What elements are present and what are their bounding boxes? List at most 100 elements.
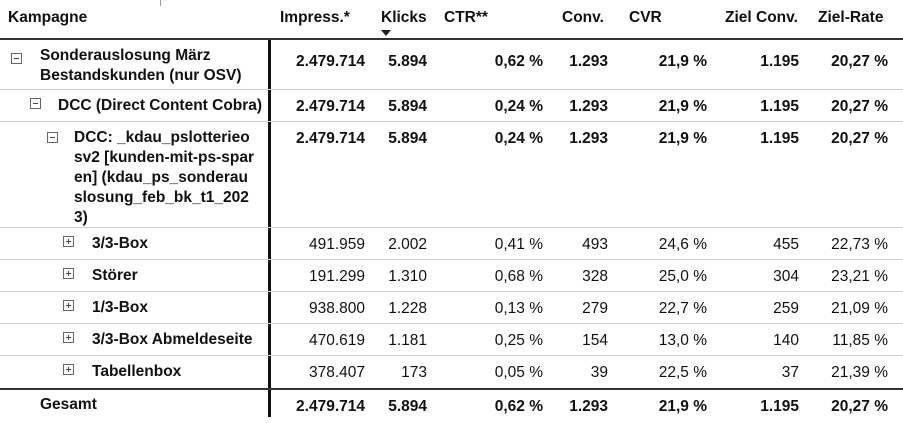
cell-klicks: 5.894 <box>388 53 427 70</box>
cell-impress: 2.479.714 <box>296 53 365 70</box>
cell-cvr: 22,5 % <box>658 364 707 381</box>
cell-ctr: 0,24 % <box>494 98 543 115</box>
row-label: 1/3-Box <box>92 299 148 316</box>
total-label: Gesamt <box>40 396 97 413</box>
cell-impress: 2.479.714 <box>296 130 365 147</box>
row-label: DCC: _kdau_pslotterieosv2 [kunden-mit-ps… <box>74 129 255 226</box>
cell-ctr: 0,25 % <box>494 332 543 349</box>
collapse-icon[interactable] <box>47 132 58 143</box>
expand-icon[interactable] <box>63 364 74 375</box>
cell-klicks: 5.894 <box>388 130 427 147</box>
cell-impress: 938.800 <box>308 300 365 317</box>
cell-ziel-rate: 21,09 % <box>831 300 888 317</box>
cell-cvr: 21,9 % <box>658 130 707 147</box>
cell-klicks: 173 <box>401 364 427 381</box>
cell-ziel-conv: 1.195 <box>760 53 799 70</box>
cell-conv: 154 <box>582 332 608 349</box>
sort-descending-icon <box>381 30 391 36</box>
cell-ziel-conv: 259 <box>773 300 799 317</box>
cell-ctr: 0,24 % <box>494 130 543 147</box>
table-row[interactable]: Störer 191.299 1.310 0,68 % 328 25,0 % 3… <box>0 260 903 292</box>
cell-klicks: 1.228 <box>388 300 427 317</box>
expand-icon[interactable] <box>63 332 74 343</box>
cell-klicks: 1.181 <box>388 332 427 349</box>
col-header-ctr[interactable]: CTR** <box>444 9 488 26</box>
cell-cvr: 24,6 % <box>658 236 707 253</box>
table-row[interactable]: 3/3-Box 491.959 2.002 0,41 % 493 24,6 % … <box>0 228 903 260</box>
cell-conv: 39 <box>590 364 608 381</box>
cell-ziel-rate: 20,27 % <box>831 53 888 70</box>
row-label: Sonderauslosung März Bestandskunden (nur… <box>40 47 242 84</box>
total-ziel-conv: 1.195 <box>760 398 799 415</box>
expand-icon[interactable] <box>63 268 74 279</box>
col-header-conv[interactable]: Conv. <box>562 9 604 26</box>
row-label: 3/3-Box Abmeldeseite <box>92 331 253 348</box>
cell-ctr: 0,68 % <box>494 268 543 285</box>
cell-ziel-conv: 37 <box>781 364 799 381</box>
cell-ziel-rate: 21,39 % <box>831 364 888 381</box>
table-header: Kampagne Impress.* Klicks CTR** Conv. CV… <box>0 0 903 40</box>
collapse-icon[interactable] <box>11 53 22 64</box>
cell-conv: 1.293 <box>569 53 608 70</box>
cell-ctr: 0,13 % <box>494 300 543 317</box>
row-label: 3/3-Box <box>92 235 148 252</box>
col-header-cvr[interactable]: CVR <box>629 9 662 26</box>
cell-impress: 491.959 <box>308 236 365 253</box>
cell-impress: 378.407 <box>308 364 365 381</box>
cell-cvr: 25,0 % <box>658 268 707 285</box>
cell-ctr: 0,05 % <box>494 364 543 381</box>
cell-conv: 493 <box>582 236 608 253</box>
collapse-icon[interactable] <box>30 98 41 109</box>
cell-cvr: 13,0 % <box>658 332 707 349</box>
cell-ziel-conv: 1.195 <box>760 130 799 147</box>
total-cvr: 21,9 % <box>658 398 707 415</box>
total-impress: 2.479.714 <box>296 398 365 415</box>
total-row: Gesamt 2.479.714 5.894 0,62 % 1.293 21,9… <box>0 388 903 420</box>
cell-ziel-rate: 11,85 % <box>832 332 888 349</box>
col-header-klicks[interactable]: Klicks <box>381 9 427 26</box>
cell-ziel-rate: 20,27 % <box>831 130 888 147</box>
cell-cvr: 21,9 % <box>658 53 707 70</box>
cell-ziel-conv: 455 <box>773 236 799 253</box>
cell-ziel-rate: 22,73 % <box>831 236 888 253</box>
expand-icon[interactable] <box>63 236 74 247</box>
cell-klicks: 5.894 <box>388 98 427 115</box>
cell-ctr: 0,62 % <box>494 53 543 70</box>
row-label: Störer <box>92 267 138 284</box>
cell-ctr: 0,41 % <box>494 236 543 253</box>
cell-cvr: 21,9 % <box>658 98 707 115</box>
cell-conv: 328 <box>582 268 608 285</box>
total-conv: 1.293 <box>569 398 608 415</box>
table-row[interactable]: DCC: _kdau_pslotterieosv2 [kunden-mit-ps… <box>0 122 903 228</box>
cell-ziel-conv: 304 <box>773 268 799 285</box>
cell-impress: 191.299 <box>308 268 365 285</box>
col-header-ziel-rate[interactable]: Ziel-Rate <box>818 9 884 26</box>
row-label: Tabellenbox <box>92 363 182 380</box>
expand-icon[interactable] <box>63 300 74 311</box>
cell-conv: 1.293 <box>569 130 608 147</box>
col-header-impress[interactable]: Impress.* <box>280 9 350 26</box>
table-row[interactable]: DCC (Direct Content Cobra) 2.479.714 5.8… <box>0 90 903 122</box>
column-divider <box>268 40 271 417</box>
cell-ziel-conv: 1.195 <box>760 98 799 115</box>
total-ctr: 0,62 % <box>494 398 543 415</box>
cell-klicks: 2.002 <box>388 236 427 253</box>
table-row[interactable]: 1/3-Box 938.800 1.228 0,13 % 279 22,7 % … <box>0 292 903 324</box>
cell-impress: 2.479.714 <box>296 98 365 115</box>
cell-ziel-rate: 20,27 % <box>831 98 888 115</box>
col-header-kampagne[interactable]: Kampagne <box>8 9 88 26</box>
cell-conv: 1.293 <box>569 98 608 115</box>
table-row[interactable]: Sonderauslosung März Bestandskunden (nur… <box>0 40 903 90</box>
cell-cvr: 22,7 % <box>658 300 707 317</box>
table-row[interactable]: Tabellenbox 378.407 173 0,05 % 39 22,5 %… <box>0 356 903 388</box>
cell-impress: 470.619 <box>308 332 365 349</box>
column-resize-tick[interactable] <box>160 0 161 6</box>
cell-klicks: 1.310 <box>388 268 427 285</box>
total-klicks: 5.894 <box>388 398 427 415</box>
col-header-ziel-conv[interactable]: Ziel Conv. <box>725 9 798 26</box>
cell-conv: 279 <box>582 300 608 317</box>
cell-ziel-rate: 23,21 % <box>831 268 888 285</box>
cell-ziel-conv: 140 <box>773 332 799 349</box>
table-row[interactable]: 3/3-Box Abmeldeseite 470.619 1.181 0,25 … <box>0 324 903 356</box>
